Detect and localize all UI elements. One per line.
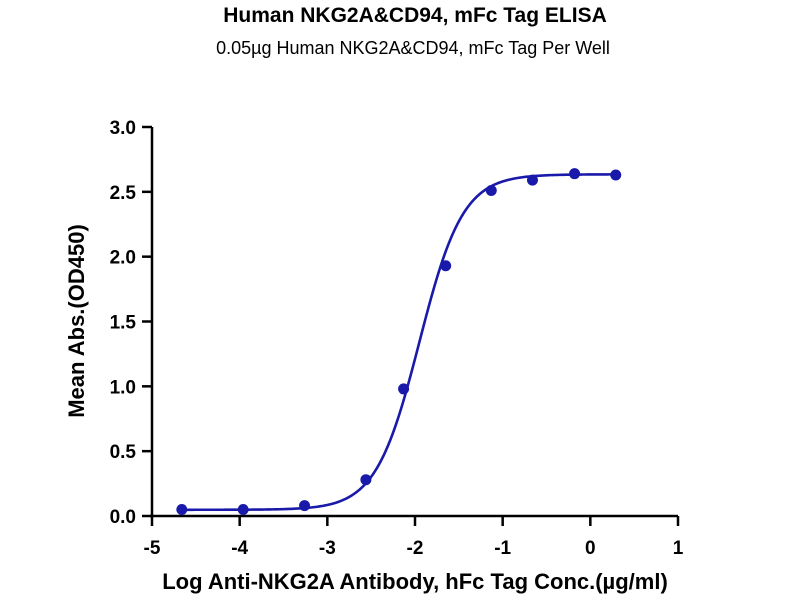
y-tick-label: 0.0 — [110, 507, 136, 528]
data-point — [299, 500, 311, 512]
x-tick-label: 0 — [585, 538, 596, 559]
x-tick-label: 1 — [673, 538, 684, 559]
data-point — [237, 504, 249, 516]
data-point — [526, 174, 538, 186]
x-axis-title: Log Anti-NKG2A Antibody, hFc Tag Conc.(µ… — [162, 569, 668, 594]
data-point — [360, 474, 372, 486]
x-axis: -5 -4 -3 -2 -1 0 1 — [144, 514, 684, 559]
y-axis: 0.0 0.5 1.0 1.5 2.0 2.5 3.0 — [110, 118, 154, 528]
x-tick-label: -4 — [231, 538, 248, 559]
x-tick-label: -2 — [407, 538, 424, 559]
data-point — [610, 169, 622, 181]
y-tick-label: 0.5 — [110, 442, 137, 463]
data-point — [398, 383, 410, 395]
y-axis-title: Mean Abs.(OD450) — [64, 224, 89, 418]
plot-area — [176, 168, 622, 516]
fit-curve — [181, 173, 616, 512]
data-point — [569, 168, 581, 180]
y-tick-label: 3.0 — [110, 118, 136, 139]
y-tick-label: 1.5 — [110, 313, 137, 334]
x-tick-label: -5 — [144, 538, 161, 559]
y-tick-label: 2.5 — [110, 183, 137, 204]
y-tick-label: 2.0 — [110, 248, 136, 269]
x-tick-label: -3 — [319, 538, 336, 559]
data-point — [485, 185, 497, 197]
chart-subtitle: 0.05µg Human NKG2A&CD94, mFc Tag Per Wel… — [216, 38, 610, 58]
data-point — [440, 260, 452, 272]
chart-title: Human NKG2A&CD94, mFc Tag ELISA — [223, 4, 607, 27]
y-tick-label: 1.0 — [110, 377, 136, 398]
x-tick-label: -1 — [494, 538, 511, 559]
data-point — [176, 504, 188, 516]
